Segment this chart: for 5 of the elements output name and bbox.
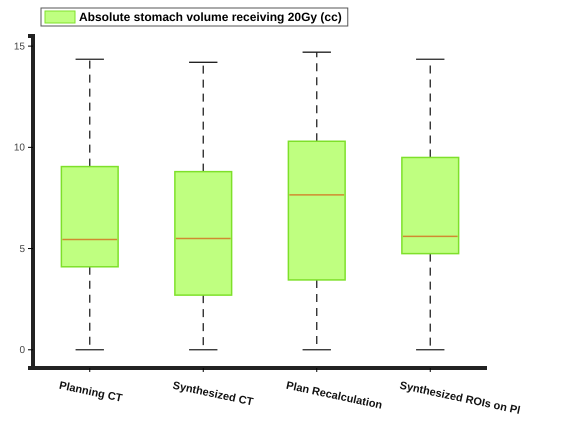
- y-tick-label: 10: [14, 142, 26, 154]
- y-tick-label: 5: [19, 244, 26, 255]
- y-tick-label: 15: [14, 41, 26, 52]
- legend-label: Absolute stomach volume receiving 20Gy (cc): [79, 10, 342, 24]
- y-tick-label: 0: [19, 344, 26, 356]
